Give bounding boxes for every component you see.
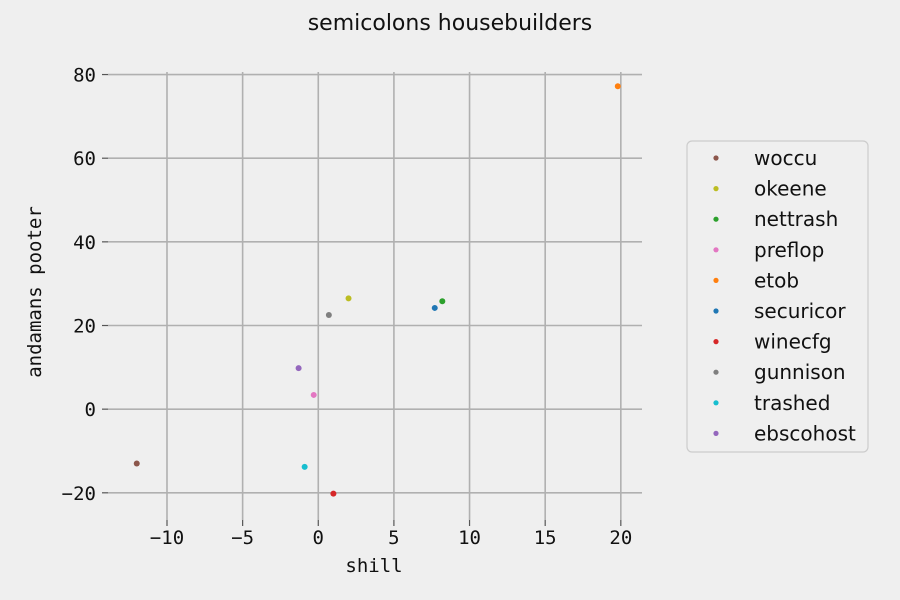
legend-marker-okeene — [713, 186, 719, 192]
x-tick-label: −10 — [150, 527, 184, 549]
legend-label-okeene: okeene — [754, 177, 827, 201]
data-point-nettrash — [439, 298, 446, 305]
legend-label-preflop: preflop — [754, 238, 824, 262]
y-tick-label: 40 — [73, 232, 96, 254]
y-tick-label: 0 — [85, 399, 96, 421]
y-axis-label: andamans pooter — [24, 206, 46, 378]
legend-box — [686, 140, 869, 453]
legend-marker-ebscohost — [713, 430, 719, 436]
y-axis-ticks: −20 0 20 40 60 80 — [62, 65, 108, 505]
legend-label-nettrash: nettrash — [754, 207, 838, 231]
legend: woccu okeene nettrash preflop etob securicor w… — [686, 140, 869, 453]
x-axis-label: shill — [345, 555, 402, 577]
data-point-trashed — [301, 463, 308, 470]
x-tick-label: 20 — [609, 527, 632, 549]
legend-marker-woccu — [713, 155, 719, 161]
legend-marker-nettrash — [713, 216, 719, 222]
legend-marker-etob — [713, 277, 719, 283]
data-point-ebscohost — [295, 365, 302, 372]
legend-label-gunnison: gunnison — [754, 360, 846, 384]
y-tick-label: −20 — [62, 483, 96, 505]
chart-title: semicolons housebuilders — [308, 11, 593, 36]
data-point-okeene — [345, 295, 352, 302]
legend-marker-winecfg — [713, 339, 719, 345]
data-point-securicor — [431, 304, 438, 311]
legend-marker-securicor — [713, 308, 719, 314]
y-tick-label: 60 — [73, 148, 96, 170]
data-point-woccu — [133, 460, 140, 467]
data-point-etob — [614, 83, 621, 90]
legend-marker-gunnison — [713, 369, 719, 375]
data-point-gunnison — [325, 312, 332, 319]
x-tick-label: 15 — [534, 527, 557, 549]
grid — [108, 72, 642, 520]
legend-label-woccu: woccu — [754, 146, 817, 170]
legend-label-ebscohost: ebscohost — [754, 421, 856, 445]
legend-label-etob: etob — [754, 268, 799, 292]
x-axis-ticks: −10 −5 0 5 10 15 20 — [150, 520, 632, 549]
y-tick-label: 20 — [73, 316, 96, 338]
legend-marker-trashed — [713, 400, 719, 406]
x-tick-label: 5 — [388, 527, 399, 549]
x-tick-label: 0 — [313, 527, 324, 549]
legend-label-securicor: securicor — [754, 299, 846, 323]
y-tick-label: 80 — [73, 65, 96, 87]
data-point-preflop — [310, 391, 317, 398]
legend-label-trashed: trashed — [754, 391, 830, 415]
data-points — [133, 83, 621, 497]
data-point-winecfg — [330, 490, 337, 497]
x-tick-label: 10 — [458, 527, 481, 549]
legend-label-winecfg: winecfg — [754, 330, 832, 354]
x-tick-label: −5 — [231, 527, 254, 549]
legend-marker-preflop — [713, 247, 719, 253]
